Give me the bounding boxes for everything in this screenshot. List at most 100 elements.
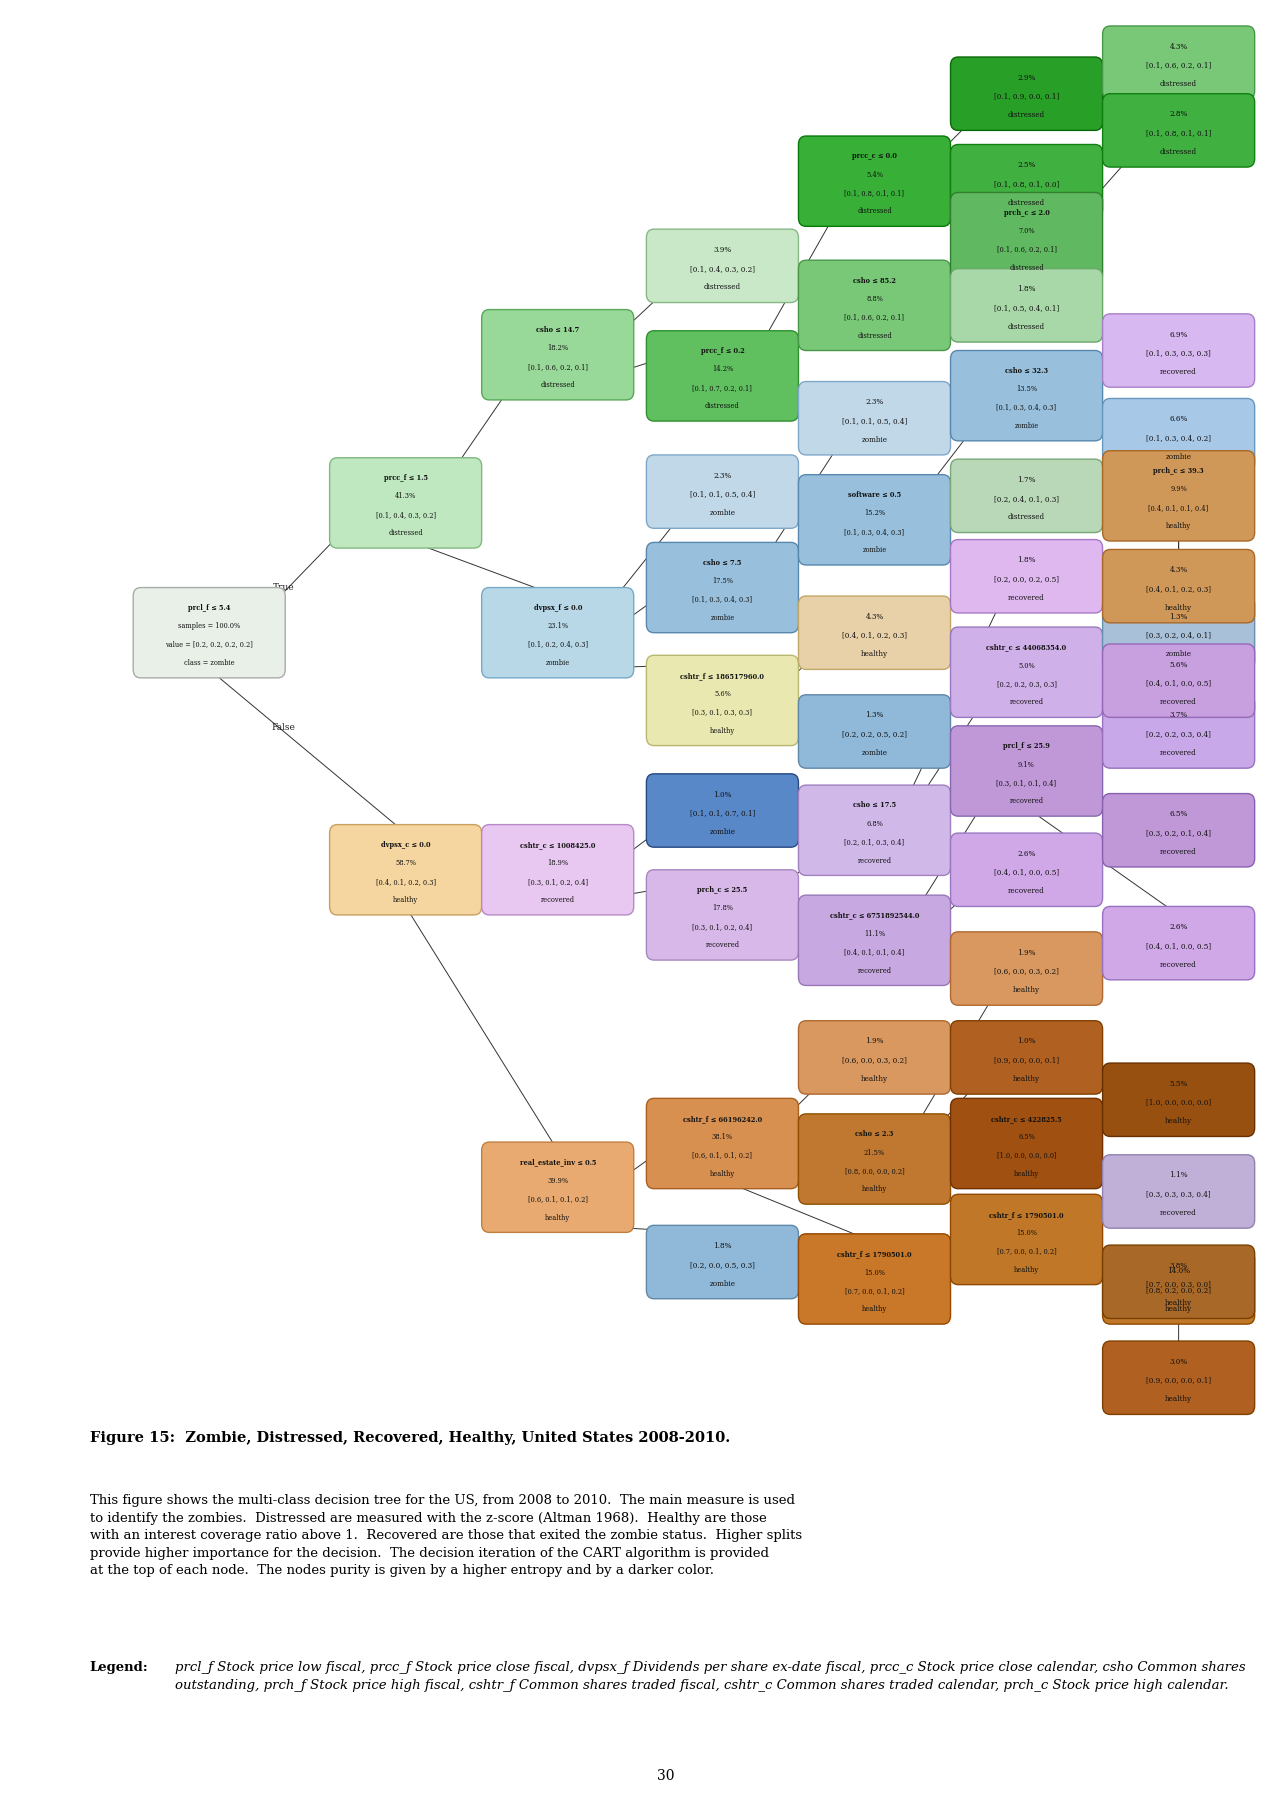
- FancyBboxPatch shape: [481, 588, 634, 678]
- Text: 5.4%: 5.4%: [867, 170, 883, 179]
- Text: prcl_f ≤ 25.9: prcl_f ≤ 25.9: [1004, 742, 1050, 751]
- Text: [0.4, 0.1, 0.2, 0.3]: [0.4, 0.1, 0.2, 0.3]: [1146, 584, 1211, 593]
- Text: Legend:: Legend:: [90, 1661, 148, 1673]
- Text: recovered: recovered: [1160, 698, 1197, 706]
- Text: 5.6%: 5.6%: [1170, 660, 1188, 669]
- Text: zombie: zombie: [1166, 651, 1192, 658]
- Text: distressed: distressed: [1007, 514, 1046, 521]
- Text: [0.8, 0.2, 0.0, 0.2]: [0.8, 0.2, 0.0, 0.2]: [1146, 1286, 1211, 1293]
- Text: prch_c ≤ 39.3: prch_c ≤ 39.3: [1153, 467, 1204, 476]
- FancyBboxPatch shape: [1102, 1245, 1254, 1319]
- Text: recovered: recovered: [1160, 749, 1197, 758]
- FancyBboxPatch shape: [1102, 1154, 1254, 1228]
- Text: zombie: zombie: [1166, 452, 1192, 461]
- FancyBboxPatch shape: [799, 136, 951, 226]
- Text: recovered: recovered: [1160, 1208, 1197, 1217]
- FancyBboxPatch shape: [1102, 94, 1254, 166]
- FancyBboxPatch shape: [1102, 1340, 1254, 1415]
- Text: [0.1, 0.6, 0.2, 0.1]: [0.1, 0.6, 0.2, 0.1]: [1146, 62, 1211, 69]
- FancyBboxPatch shape: [481, 309, 634, 400]
- FancyBboxPatch shape: [951, 1194, 1102, 1284]
- Text: [0.4, 0.1, 0.2, 0.3]: [0.4, 0.1, 0.2, 0.3]: [375, 877, 435, 886]
- Text: recovered: recovered: [1160, 961, 1197, 970]
- Text: 9.1%: 9.1%: [1018, 760, 1036, 769]
- Text: [0.4, 0.1, 0.2, 0.3]: [0.4, 0.1, 0.2, 0.3]: [842, 631, 908, 640]
- Text: zombie: zombie: [863, 546, 887, 554]
- Text: 6.5%: 6.5%: [1170, 810, 1188, 818]
- Text: dvpsx_f ≤ 0.0: dvpsx_f ≤ 0.0: [534, 604, 582, 611]
- Text: 2.5%: 2.5%: [1018, 161, 1036, 170]
- FancyBboxPatch shape: [1102, 644, 1254, 718]
- Text: distressed: distressed: [704, 284, 741, 291]
- Text: cshtr_c ≤ 1008425.0: cshtr_c ≤ 1008425.0: [520, 841, 595, 848]
- Text: healthy: healthy: [1166, 523, 1192, 530]
- Text: [0.2, 0.0, 0.5, 0.3]: [0.2, 0.0, 0.5, 0.3]: [690, 1261, 755, 1268]
- FancyBboxPatch shape: [646, 1225, 799, 1299]
- Text: distressed: distressed: [858, 331, 892, 340]
- Text: [1.0, 0.0, 0.0, 0.0]: [1.0, 0.0, 0.0, 0.0]: [997, 1151, 1056, 1160]
- Text: recovered: recovered: [858, 966, 891, 975]
- Text: [0.9, 0.0, 0.0, 0.1]: [0.9, 0.0, 0.0, 0.1]: [1146, 1377, 1211, 1384]
- Text: prcc_f ≤ 0.2: prcc_f ≤ 0.2: [700, 347, 744, 355]
- Text: [0.1, 0.3, 0.4, 0.2]: [0.1, 0.3, 0.4, 0.2]: [1146, 434, 1211, 441]
- FancyBboxPatch shape: [951, 539, 1102, 613]
- FancyBboxPatch shape: [799, 785, 951, 876]
- Text: healthy: healthy: [1165, 1304, 1192, 1313]
- FancyBboxPatch shape: [646, 870, 799, 961]
- FancyBboxPatch shape: [646, 331, 799, 421]
- Text: [0.6, 0.1, 0.1, 0.2]: [0.6, 0.1, 0.1, 0.2]: [527, 1196, 588, 1203]
- Text: [0.1, 0.8, 0.1, 0.1]: [0.1, 0.8, 0.1, 0.1]: [845, 190, 905, 197]
- FancyBboxPatch shape: [799, 695, 951, 769]
- Text: 2.3%: 2.3%: [713, 472, 732, 479]
- Text: 15.0%: 15.0%: [1016, 1228, 1037, 1237]
- Text: distressed: distressed: [1009, 264, 1044, 271]
- Text: [0.4, 0.1, 0.1, 0.4]: [0.4, 0.1, 0.1, 0.4]: [845, 948, 905, 957]
- Text: software ≤ 0.5: software ≤ 0.5: [847, 490, 901, 499]
- FancyBboxPatch shape: [951, 1020, 1102, 1094]
- Text: cshtr_c ≤ 44068354.0: cshtr_c ≤ 44068354.0: [987, 644, 1066, 651]
- Text: 8.8%: 8.8%: [867, 295, 883, 302]
- FancyBboxPatch shape: [646, 655, 799, 745]
- Text: distressed: distressed: [1160, 80, 1197, 89]
- Text: [0.1, 0.3, 0.4, 0.3]: [0.1, 0.3, 0.4, 0.3]: [997, 403, 1056, 412]
- Text: 2.3%: 2.3%: [865, 398, 883, 407]
- Text: zombie: zombie: [709, 1279, 736, 1288]
- Text: recovered: recovered: [1009, 593, 1044, 602]
- Text: recovered: recovered: [540, 895, 575, 904]
- Text: 5.0%: 5.0%: [1018, 662, 1036, 669]
- Text: healthy: healthy: [1165, 1118, 1192, 1125]
- Text: [0.1, 0.1, 0.7, 0.1]: [0.1, 0.1, 0.7, 0.1]: [690, 809, 755, 818]
- Text: 38.1%: 38.1%: [712, 1132, 733, 1141]
- Text: [0.1, 0.6, 0.2, 0.1]: [0.1, 0.6, 0.2, 0.1]: [527, 362, 588, 371]
- FancyBboxPatch shape: [951, 725, 1102, 816]
- Text: [0.3, 0.1, 0.1, 0.4]: [0.3, 0.1, 0.1, 0.4]: [997, 780, 1056, 787]
- Text: [0.4, 0.1, 0.0, 0.5]: [0.4, 0.1, 0.0, 0.5]: [1146, 942, 1211, 950]
- FancyBboxPatch shape: [951, 58, 1102, 130]
- Text: [0.2, 0.0, 0.2, 0.5]: [0.2, 0.0, 0.2, 0.5]: [995, 575, 1059, 582]
- Text: 18.9%: 18.9%: [547, 859, 568, 867]
- Text: 6.6%: 6.6%: [1170, 416, 1188, 423]
- Text: 9.9%: 9.9%: [1170, 485, 1187, 494]
- Text: healthy: healthy: [710, 727, 735, 734]
- Text: 5.5%: 5.5%: [1170, 1080, 1188, 1087]
- Text: 2.6%: 2.6%: [1018, 850, 1036, 857]
- FancyBboxPatch shape: [951, 270, 1102, 342]
- Text: [0.1, 0.8, 0.1, 0.0]: [0.1, 0.8, 0.1, 0.0]: [995, 181, 1059, 188]
- Text: [0.1, 0.8, 0.1, 0.1]: [0.1, 0.8, 0.1, 0.1]: [1146, 128, 1211, 137]
- Text: 39.9%: 39.9%: [547, 1178, 568, 1185]
- Text: cshtr_c ≤ 6751892544.0: cshtr_c ≤ 6751892544.0: [829, 912, 919, 919]
- Text: 1.1%: 1.1%: [1170, 1172, 1188, 1179]
- FancyBboxPatch shape: [646, 454, 799, 528]
- Text: [0.1, 0.3, 0.3, 0.3]: [0.1, 0.3, 0.3, 0.3]: [1147, 349, 1211, 358]
- FancyBboxPatch shape: [481, 825, 634, 915]
- Text: zombie: zombie: [545, 658, 570, 668]
- FancyBboxPatch shape: [330, 825, 481, 915]
- Text: [0.3, 0.1, 0.2, 0.4]: [0.3, 0.1, 0.2, 0.4]: [527, 877, 588, 886]
- Text: distressed: distressed: [858, 208, 892, 215]
- Text: healthy: healthy: [861, 651, 888, 658]
- FancyBboxPatch shape: [1102, 1250, 1254, 1324]
- FancyBboxPatch shape: [1102, 313, 1254, 387]
- Text: 15.2%: 15.2%: [864, 510, 884, 517]
- Text: csho ≤ 14.7: csho ≤ 14.7: [536, 326, 580, 335]
- FancyBboxPatch shape: [951, 192, 1102, 282]
